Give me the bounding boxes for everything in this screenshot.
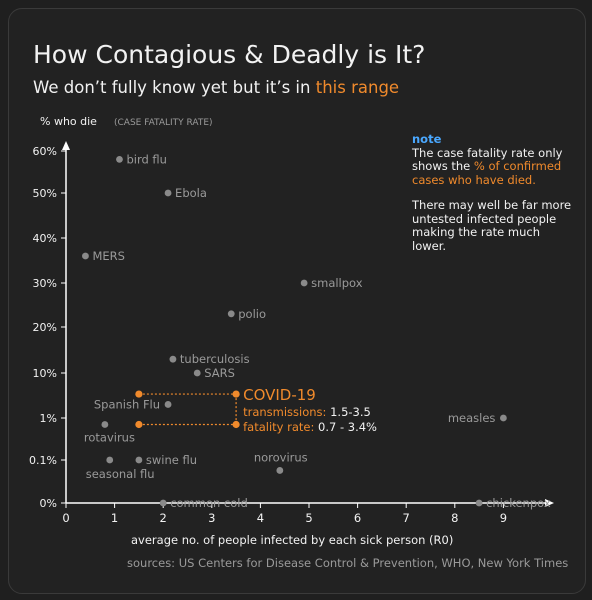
covid-transmissions-value: 1.5-3.5 bbox=[330, 405, 371, 419]
covid-label: COVID-19 bbox=[243, 386, 316, 404]
y-tick-label: 1% bbox=[40, 412, 57, 425]
covid-transmissions: transmissions: 1.5-3.5 bbox=[243, 405, 371, 419]
covid-transmissions-label: transmissions: bbox=[243, 405, 330, 419]
chart-subtitle: We don’t fully know yet but it’s in this… bbox=[33, 78, 399, 97]
covid-range-point bbox=[135, 420, 143, 429]
x-tick-label: 1 bbox=[111, 511, 118, 525]
y-axis-arrow bbox=[62, 141, 70, 150]
data-point bbox=[475, 499, 483, 507]
note-paragraph-2: There may well be far more untested infe… bbox=[412, 198, 572, 253]
data-point-label: MERS bbox=[92, 249, 124, 263]
data-point bbox=[300, 279, 308, 287]
x-ticks: 0 1 2 3 4 5 6 7 8 9 bbox=[62, 503, 507, 525]
covid-range-point bbox=[232, 390, 240, 398]
x-tick-label: 4 bbox=[257, 511, 264, 525]
data-point bbox=[164, 189, 172, 197]
note-header: note bbox=[412, 132, 442, 146]
x-tick-label: 2 bbox=[160, 511, 167, 525]
axes bbox=[62, 141, 554, 507]
covid-fatality-value: 0.7 - 3.4% bbox=[318, 420, 377, 434]
y-tick-label: 10% bbox=[33, 367, 57, 380]
data-point-label: bird flu bbox=[126, 152, 167, 166]
data-point-label: Ebola bbox=[175, 186, 207, 200]
data-point bbox=[135, 456, 143, 464]
data-point bbox=[193, 369, 201, 377]
y-tick-label: 60% bbox=[33, 145, 57, 158]
x-tick-label: 0 bbox=[62, 511, 69, 525]
x-tick-label: 7 bbox=[403, 511, 410, 525]
data-point bbox=[82, 252, 89, 260]
x-tick-label: 8 bbox=[451, 511, 458, 525]
y-tick-label: 50% bbox=[33, 187, 57, 200]
y-axis-sublabel: (CASE FATALITY RATE) bbox=[114, 118, 213, 128]
chart-frame bbox=[8, 8, 586, 594]
y-tick-label: 40% bbox=[33, 232, 57, 245]
data-point-label: Spanish Flu bbox=[94, 397, 160, 411]
data-point-label: rotavirus bbox=[84, 431, 135, 445]
note-paragraph-1: The case fatality rate only shows the % … bbox=[412, 145, 572, 188]
y-tick-label: 30% bbox=[33, 277, 57, 290]
data-point bbox=[101, 421, 109, 428]
sources: sources: US Centers for Disease Control … bbox=[127, 556, 568, 570]
x-tick-label: 5 bbox=[305, 511, 312, 525]
x-axis-label: average no. of people infected by each s… bbox=[131, 533, 453, 547]
y-tick-label: 0.1% bbox=[29, 454, 57, 467]
data-point-label: common cold bbox=[170, 496, 248, 510]
y-axis-label: % who die bbox=[40, 115, 97, 128]
data-point bbox=[276, 467, 284, 474]
data-point bbox=[164, 401, 172, 408]
y-tick-label: 20% bbox=[33, 321, 57, 334]
data-point-label: seasonal flu bbox=[86, 467, 155, 481]
data-point-label: measles bbox=[448, 411, 496, 425]
data-point bbox=[227, 310, 235, 318]
x-axis-arrow bbox=[545, 499, 554, 507]
x-tick-label: 3 bbox=[208, 511, 215, 525]
data-point-label: tuberculosis bbox=[180, 352, 250, 366]
data-point-label: swine flu bbox=[146, 453, 197, 467]
chart-title: How Contagious & Deadly is It? bbox=[33, 40, 425, 69]
covid-range-point bbox=[135, 390, 143, 398]
data-point-label: SARS bbox=[204, 366, 235, 380]
y-ticks: 0% 0.1% 1% 10% 20% 30% 40% 50% 60% bbox=[29, 145, 66, 510]
y-tick-label: 0% bbox=[40, 497, 57, 510]
note-box: note The case fatality rate only shows t… bbox=[412, 132, 572, 265]
data-point bbox=[159, 499, 167, 507]
note-p1-text: The case fatality rate only shows the bbox=[412, 145, 563, 173]
data-point-label: chickenpox bbox=[486, 496, 551, 510]
data-point-label: polio bbox=[238, 307, 266, 321]
subtitle-prefix: We don’t fully know yet but it’s in bbox=[33, 78, 316, 97]
x-tick-label: 9 bbox=[500, 511, 507, 525]
data-point bbox=[116, 156, 123, 163]
note-p1-highlight: % of confirmed cases who have died. bbox=[412, 159, 562, 187]
x-tick-label: 6 bbox=[354, 511, 361, 525]
covid-fatality: fatality rate: 0.7 - 3.4% bbox=[243, 420, 377, 434]
covid-fatality-label: fatality rate: bbox=[243, 420, 318, 434]
data-points: bird flu Ebola MERS smallpox polio tuberculos… bbox=[82, 152, 551, 510]
data-point bbox=[106, 456, 114, 464]
data-point-label: norovirus bbox=[254, 450, 308, 464]
covid-range-point bbox=[232, 420, 240, 429]
data-point-label: smallpox bbox=[311, 276, 363, 290]
data-point bbox=[500, 414, 507, 422]
subtitle-highlight: this range bbox=[316, 78, 399, 97]
data-point bbox=[169, 355, 177, 363]
